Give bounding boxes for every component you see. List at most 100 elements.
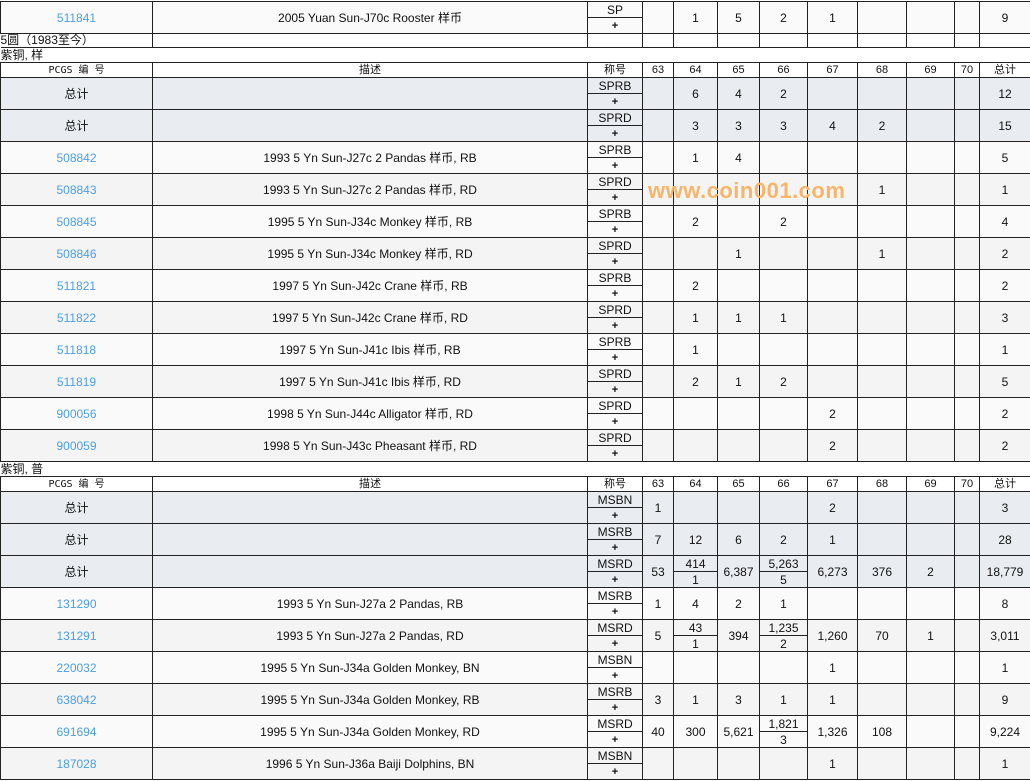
pcgs-number-link[interactable]: 511818 <box>56 342 97 357</box>
column-header-g63: 63 <box>642 476 674 492</box>
total-value: 5 <box>1001 150 1009 165</box>
grade-68-count <box>857 365 907 398</box>
pcgs-number-link[interactable]: 508846 <box>56 246 97 261</box>
count-value: 394 <box>728 628 749 643</box>
description: 1993 5 Yn Sun-J27c 2 Pandas 样币, RB <box>263 151 477 165</box>
total-count: 2 <box>979 269 1030 302</box>
grade-63-count <box>642 173 674 206</box>
grade-stack: SPRD + <box>588 367 642 397</box>
grade-63-count: 53 <box>642 555 674 588</box>
total-row: 总计 MSBN +1 2 3 <box>0 491 1030 524</box>
pcgs-number-link[interactable]: 511822 <box>56 310 97 325</box>
description: 1995 5 Yn Sun-J34a Golden Monkey, RD <box>260 724 480 739</box>
grade-65-count: 4 <box>717 141 760 174</box>
grade-designation-cell: MSBN + <box>587 491 643 524</box>
grade-designation-cell: SPRD + <box>587 365 643 398</box>
grade-63-count <box>642 205 674 238</box>
total-count: 2 <box>979 429 1030 462</box>
grade-63-count <box>642 397 674 430</box>
grade-66-count: 1 <box>759 301 808 334</box>
grade-label: SPRB <box>588 335 642 350</box>
plus-count-value: 1 <box>692 572 699 587</box>
grade-label: SPRB <box>588 79 642 94</box>
description: 1997 5 Yn Sun-J42c Crane 样币, RB <box>272 279 468 293</box>
grade-designation-cell: MSRB + <box>587 683 643 716</box>
grade-64-count <box>673 491 718 524</box>
total-value: 3 <box>1001 310 1009 325</box>
grade-designation-cell: SPRB + <box>587 141 643 174</box>
grade-65-count: 6,387 <box>717 555 760 588</box>
grade-69-count: 2 <box>906 555 955 588</box>
grade-65-count <box>717 397 760 430</box>
count-value: 53 <box>651 564 665 579</box>
grade-69-count <box>906 491 955 524</box>
pcgs-number-link[interactable]: 220032 <box>56 660 97 675</box>
plus-label: + <box>611 223 619 236</box>
grade-70-count <box>954 397 980 430</box>
grade-stack: MSBN + <box>588 493 642 523</box>
description: 1993 5 Yn Sun-J27c 2 Pandas 样币, RD <box>263 183 477 197</box>
plus-label: + <box>611 509 619 522</box>
count-value: 300 <box>685 724 706 739</box>
grade-65-count: 3 <box>717 683 760 716</box>
total-value: 2 <box>1001 406 1009 421</box>
plus-label: + <box>611 573 619 586</box>
grade-70-count <box>954 491 980 524</box>
count-value: 1 <box>829 756 836 771</box>
description-cell: 1997 5 Yn Sun-J42c Crane 样币, RD <box>152 301 588 334</box>
grade-70-count <box>954 269 980 302</box>
count-value: 1,260 <box>817 628 848 643</box>
grade-65-count <box>717 173 760 206</box>
grade-66-count <box>759 141 808 174</box>
count-value: 1,235 <box>760 621 807 636</box>
plus-count-value: 1 <box>692 636 699 651</box>
pcgs-number-link[interactable]: 511821 <box>56 278 97 293</box>
description-cell: 1993 5 Yn Sun-J27a 2 Pandas, RB <box>152 587 588 620</box>
grade-67-count: 1,326 <box>807 715 858 748</box>
description: 1995 5 Yn Sun-J34a Golden Monkey, RB <box>260 692 480 707</box>
table-row: 511819 1997 5 Yn Sun-J41c Ibis 样币, RD SPRD… <box>0 365 1030 398</box>
grade-65-count <box>717 491 760 524</box>
pcgs-number-link[interactable]: 187028 <box>56 756 97 771</box>
grade-70-count <box>954 173 980 206</box>
grade-70-count <box>954 715 980 748</box>
pcgs-number-link[interactable]: 691694 <box>56 724 97 739</box>
grade-70-count <box>954 747 980 780</box>
pcgs-number-link[interactable]: 900056 <box>56 406 97 421</box>
pcgs-number-link[interactable]: 900059 <box>56 438 97 453</box>
grade-designation-cell: SPRD + <box>587 109 643 142</box>
plus-label: + <box>611 541 619 554</box>
column-header-g70: 70 <box>954 476 980 492</box>
count-value: 376 <box>871 564 893 579</box>
count-value: 2 <box>735 596 742 611</box>
grade-70-count <box>954 141 980 174</box>
pcgs-number-link[interactable]: 508845 <box>56 214 97 229</box>
grade-label: MSRB <box>588 685 642 700</box>
count-value: 5,621 <box>723 724 754 739</box>
grade-67-count: 1 <box>807 683 858 716</box>
pcgs-number-link[interactable]: 131290 <box>56 596 97 611</box>
count-stack: 1,821 3 <box>760 717 807 747</box>
empty-cell <box>906 33 955 48</box>
total-value: 9 <box>1001 10 1009 25</box>
grade-68-count <box>857 333 907 366</box>
grade-designation-cell: MSRD + <box>587 619 643 652</box>
plus-count-value: 2 <box>780 636 787 651</box>
pcgs-number-link[interactable]: 511841 <box>56 10 97 25</box>
table-row: 508845 1995 5 Yn Sun-J34c Monkey 样币, RB SP… <box>0 205 1030 238</box>
pcgs-number-link[interactable]: 508842 <box>56 150 97 165</box>
column-header-row: PCGS 编 号描述 称号 63 64 65 66 67 68 69 70 总计 <box>0 476 1030 492</box>
pcgs-number-link[interactable]: 638042 <box>56 692 97 707</box>
section-title-row: 紫铜, 普 <box>0 461 1030 477</box>
grade-64-count: 2 <box>673 205 718 238</box>
pcgs-number-link[interactable]: 511819 <box>56 374 97 389</box>
grade-70-count <box>954 205 980 238</box>
grade-69-count <box>906 333 955 366</box>
pcgs-number-link[interactable]: 508843 <box>56 182 97 197</box>
count-stack: 414 1 <box>674 557 717 587</box>
grade-63-count <box>642 1 674 34</box>
pcgs-number-link[interactable]: 131291 <box>56 628 97 643</box>
grade-69-count: 1 <box>906 619 955 652</box>
grade-designation-cell: MSRD + <box>587 715 643 748</box>
total-row: 总计 SPRB +6 4 2 12 <box>0 77 1030 110</box>
